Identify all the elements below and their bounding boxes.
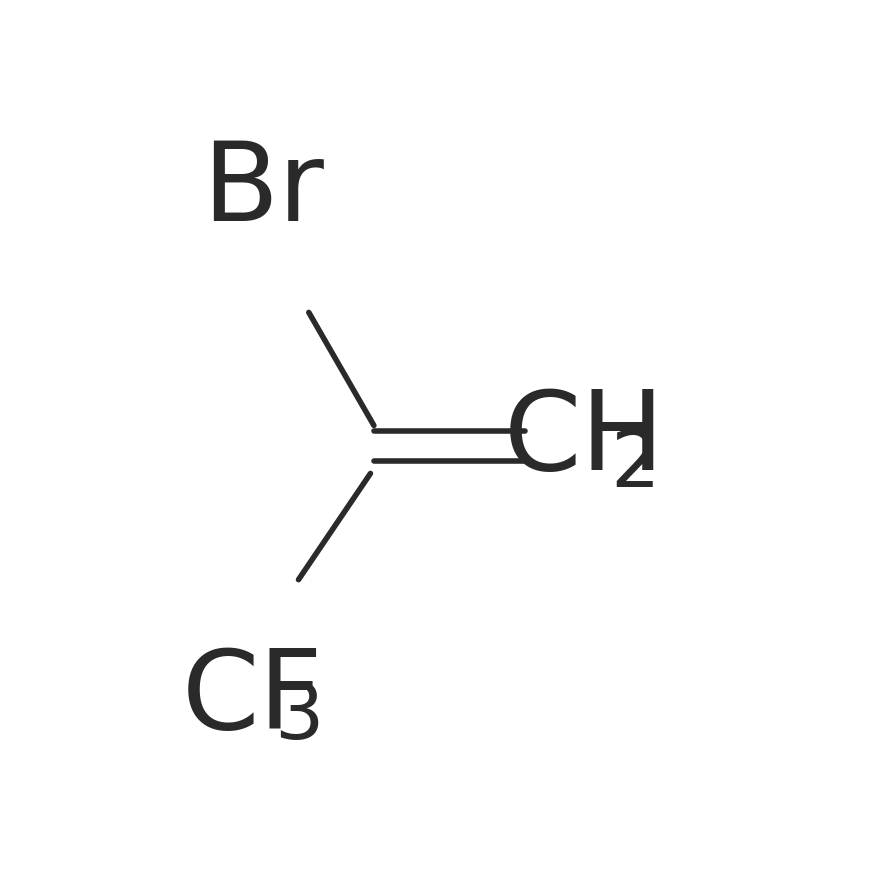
Text: CH: CH [504,385,665,493]
Text: 2: 2 [611,427,659,503]
Text: 3: 3 [274,679,324,755]
Text: CF: CF [182,644,323,752]
Text: Br: Br [203,137,325,244]
